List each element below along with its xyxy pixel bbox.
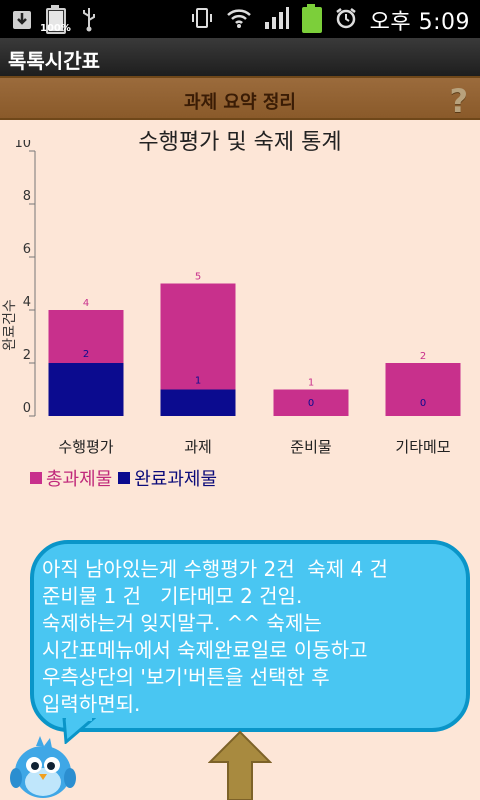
data-label-completed: 0: [420, 398, 426, 409]
legend-swatch-done: [118, 472, 131, 484]
data-label-completed: 1: [195, 376, 201, 387]
section-header: 과제 요약 정리 ?: [0, 76, 480, 120]
data-label-total: 2: [420, 351, 426, 362]
data-label-completed: 2: [83, 349, 89, 360]
y-tick-label: 6: [23, 242, 31, 257]
bar-total: [385, 363, 461, 416]
summary-message: 아직 남아있는게 수행평가 2건 숙제 4 건 준비물 1 건 기타메모 2 건…: [42, 557, 388, 716]
battery-percent: 100%: [40, 23, 71, 34]
battery-icon: [46, 5, 66, 34]
download-icon: [12, 7, 32, 35]
wifi-icon: [226, 6, 252, 34]
data-label-total: 5: [195, 272, 201, 283]
bar-total: [273, 389, 349, 416]
section-title: 과제 요약 정리: [184, 92, 296, 113]
chart-title: 수행평가 및 숙제 통계: [138, 130, 342, 155]
app-title: 톡톡시간표: [8, 49, 100, 73]
x-category-label: 준비물: [290, 438, 331, 456]
speech-bubble: 아직 남아있는게 수행평가 2건 숙제 4 건 준비물 1 건 기타메모 2 건…: [30, 540, 470, 732]
app-title-bar: 톡톡시간표: [0, 38, 480, 76]
bar-chart: 0 2 4 6 8 10 완료건수 4 2 수행평가 5 1 과제 1 0 준비물 2 0 기타메모: [0, 136, 480, 460]
y-tick-label: 0: [23, 401, 31, 416]
signal-icon: [264, 6, 290, 34]
bubble-tail: [62, 718, 96, 744]
data-label-completed: 0: [308, 398, 314, 409]
y-tick-label: 2: [23, 348, 31, 363]
legend-label-total: 총과제물: [46, 469, 113, 490]
legend-label-done: 완료과제물: [134, 469, 218, 490]
bar-completed: [48, 363, 124, 416]
bird-mascot-icon: [10, 736, 76, 798]
y-tick-label: 10: [14, 140, 31, 151]
y-tick-label: 8: [23, 189, 31, 204]
y-tick-label: 4: [23, 295, 31, 310]
y-axis-label: 완료건수: [2, 299, 18, 351]
bar-completed: [160, 389, 236, 416]
legend-swatch-total: [30, 472, 42, 484]
x-category-label: 수행평가: [58, 438, 113, 456]
status-time: 오후 5:09: [369, 10, 470, 35]
x-category-label: 기타메모: [395, 438, 450, 456]
alarm-icon: [334, 6, 358, 34]
question-icon[interactable]: ?: [449, 82, 468, 120]
up-arrow-icon[interactable]: [208, 730, 272, 800]
x-category-label: 과제: [184, 438, 212, 456]
chart-legend: 총과제물 완료과제물: [30, 465, 217, 491]
data-label-total: 1: [308, 378, 314, 389]
usb-icon: [80, 6, 98, 36]
status-bar: 100% 오후 5:09: [0, 0, 480, 38]
data-label-total: 4: [83, 298, 89, 309]
battery-charging-icon: [301, 4, 322, 33]
vibrate-icon: [190, 6, 214, 34]
